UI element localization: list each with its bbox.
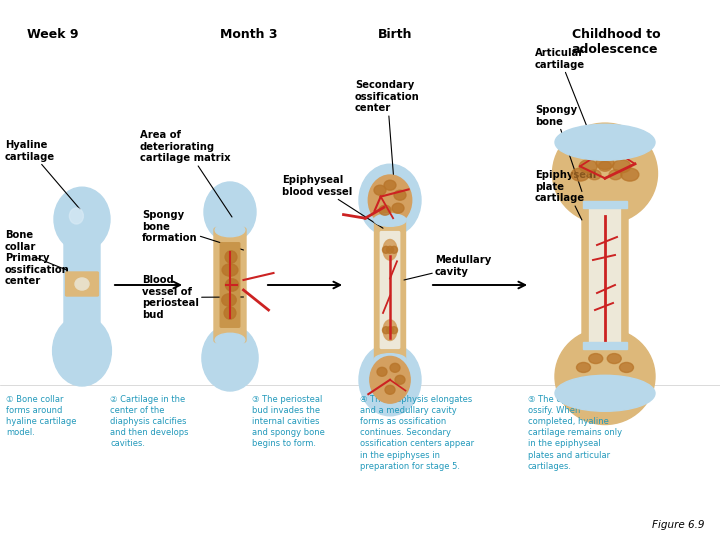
Ellipse shape <box>555 328 655 424</box>
Ellipse shape <box>374 185 386 195</box>
Ellipse shape <box>383 320 397 341</box>
Text: Childhood to
adolescence: Childhood to adolescence <box>572 28 661 56</box>
FancyBboxPatch shape <box>380 232 400 348</box>
Ellipse shape <box>385 386 395 394</box>
Ellipse shape <box>395 375 405 384</box>
Text: Bone
collar
Primary
ossification
center: Bone collar Primary ossification center <box>5 230 70 286</box>
Ellipse shape <box>589 354 603 363</box>
Ellipse shape <box>75 278 89 290</box>
Ellipse shape <box>215 333 245 347</box>
Ellipse shape <box>609 170 622 180</box>
Text: ③ The periosteal
bud invades the
internal cavities
and spongy bone
begins to for: ③ The periosteal bud invades the interna… <box>252 395 325 448</box>
Ellipse shape <box>53 315 112 386</box>
FancyBboxPatch shape <box>583 201 627 207</box>
Ellipse shape <box>390 246 397 253</box>
Ellipse shape <box>382 246 390 253</box>
Ellipse shape <box>379 205 391 215</box>
FancyBboxPatch shape <box>590 202 621 348</box>
Text: ② Cartilage in the
center of the
diaphysis calcifies
and then develops
cavities.: ② Cartilage in the center of the diaphys… <box>110 395 189 448</box>
Ellipse shape <box>225 279 238 291</box>
FancyBboxPatch shape <box>374 219 405 361</box>
Text: Blood
vessel of
periosteal
bud: Blood vessel of periosteal bud <box>142 275 243 320</box>
Text: Epiphyseal
plate
cartilage: Epiphyseal plate cartilage <box>535 170 596 220</box>
Ellipse shape <box>224 307 236 319</box>
Text: ④ The diaphysis elongates
and a medullary cavity
forms as ossification
continues: ④ The diaphysis elongates and a medullar… <box>360 395 474 470</box>
Ellipse shape <box>621 168 639 181</box>
Text: Hyaline
cartilage: Hyaline cartilage <box>5 140 80 209</box>
Ellipse shape <box>370 356 410 403</box>
FancyBboxPatch shape <box>64 236 100 334</box>
Ellipse shape <box>607 354 621 363</box>
FancyBboxPatch shape <box>583 342 627 348</box>
Ellipse shape <box>382 327 390 334</box>
Ellipse shape <box>202 325 258 391</box>
Ellipse shape <box>54 187 110 251</box>
Text: ⑤ The epiphyses
ossify. When
completed, hyaline
cartilage remains only
in the ep: ⑤ The epiphyses ossify. When completed, … <box>528 395 622 470</box>
Ellipse shape <box>555 124 655 160</box>
Ellipse shape <box>571 168 589 181</box>
Ellipse shape <box>222 264 238 276</box>
Ellipse shape <box>359 344 421 416</box>
Ellipse shape <box>359 164 421 236</box>
FancyBboxPatch shape <box>582 197 628 354</box>
Ellipse shape <box>222 294 236 306</box>
Ellipse shape <box>577 362 590 373</box>
Ellipse shape <box>613 160 631 173</box>
Text: Spongy
bone: Spongy bone <box>535 105 582 192</box>
Ellipse shape <box>555 375 655 411</box>
Ellipse shape <box>383 239 397 260</box>
Text: Month 3: Month 3 <box>220 28 277 41</box>
Ellipse shape <box>387 246 394 253</box>
Ellipse shape <box>384 180 396 190</box>
Ellipse shape <box>374 214 406 226</box>
Ellipse shape <box>390 363 400 372</box>
Text: Secondary
ossification
center: Secondary ossification center <box>355 80 420 195</box>
Ellipse shape <box>588 170 601 180</box>
Ellipse shape <box>369 175 412 225</box>
Ellipse shape <box>225 251 237 263</box>
Ellipse shape <box>374 354 406 366</box>
FancyBboxPatch shape <box>66 272 99 296</box>
Ellipse shape <box>598 161 611 171</box>
Ellipse shape <box>579 160 597 173</box>
Ellipse shape <box>552 123 657 224</box>
Text: Articular
cartilage: Articular cartilage <box>535 48 598 156</box>
Ellipse shape <box>215 223 245 237</box>
Text: Week 9: Week 9 <box>27 28 78 41</box>
Ellipse shape <box>390 327 397 334</box>
FancyBboxPatch shape <box>220 243 240 327</box>
Ellipse shape <box>619 362 634 373</box>
Ellipse shape <box>204 182 256 242</box>
Ellipse shape <box>69 208 84 224</box>
Ellipse shape <box>377 367 387 376</box>
Ellipse shape <box>387 327 394 334</box>
Text: Epiphyseal
blood vessel: Epiphyseal blood vessel <box>282 175 383 228</box>
FancyBboxPatch shape <box>214 227 246 342</box>
Text: Medullary
cavity: Medullary cavity <box>404 255 491 280</box>
Ellipse shape <box>394 190 406 200</box>
Text: Birth: Birth <box>378 28 413 41</box>
Text: Spongy
bone
formation: Spongy bone formation <box>142 210 243 250</box>
Text: Area of
deteriorating
cartilage matrix: Area of deteriorating cartilage matrix <box>140 130 232 217</box>
Ellipse shape <box>596 157 614 170</box>
Text: Figure 6.9: Figure 6.9 <box>652 520 705 530</box>
Ellipse shape <box>392 203 404 213</box>
Text: ① Bone collar
forms around
hyaline cartilage
model.: ① Bone collar forms around hyaline carti… <box>6 395 76 437</box>
